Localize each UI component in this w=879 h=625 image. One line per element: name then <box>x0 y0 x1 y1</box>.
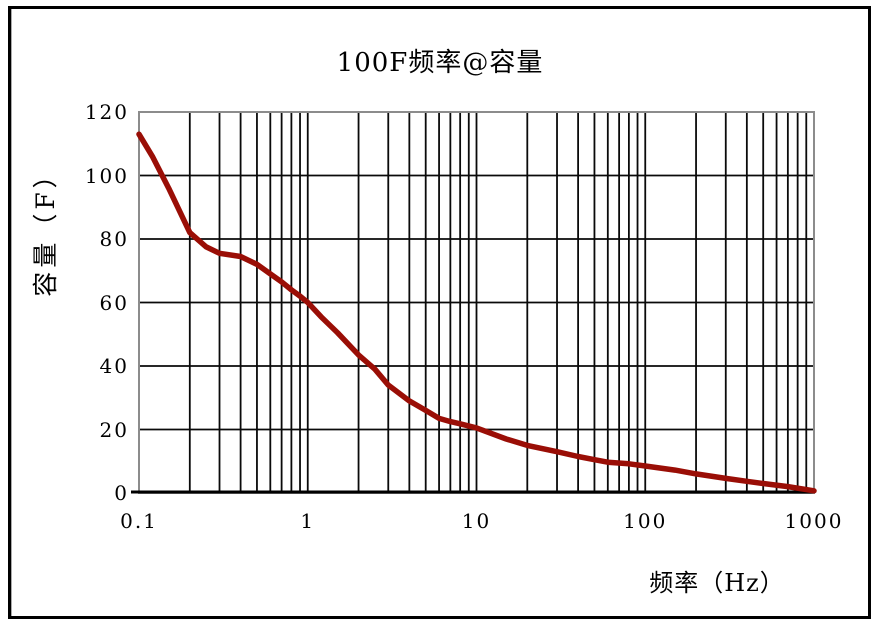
y-tick-label: 60 <box>99 290 129 315</box>
y-tick-label: 0 <box>114 481 129 505</box>
x-axis-title: 频率（Hz） <box>649 569 785 597</box>
x-tick-label: 1000 <box>784 509 844 533</box>
x-tick-label: 10 <box>461 509 492 533</box>
y-tick-label: 80 <box>99 227 129 251</box>
y-tick-label: 100 <box>84 163 129 188</box>
y-tick-label: 20 <box>99 417 129 442</box>
x-tick-label: 100 <box>623 509 668 533</box>
x-tick-label: 0.1 <box>120 509 158 533</box>
x-tick-label: 1 <box>300 509 316 533</box>
capacity-curve <box>136 131 817 494</box>
y-tick-label: 120 <box>84 100 129 124</box>
chart-title: 100F频率@容量 <box>336 48 544 78</box>
y-tick-label: 40 <box>99 354 129 378</box>
gridlines <box>139 112 814 493</box>
